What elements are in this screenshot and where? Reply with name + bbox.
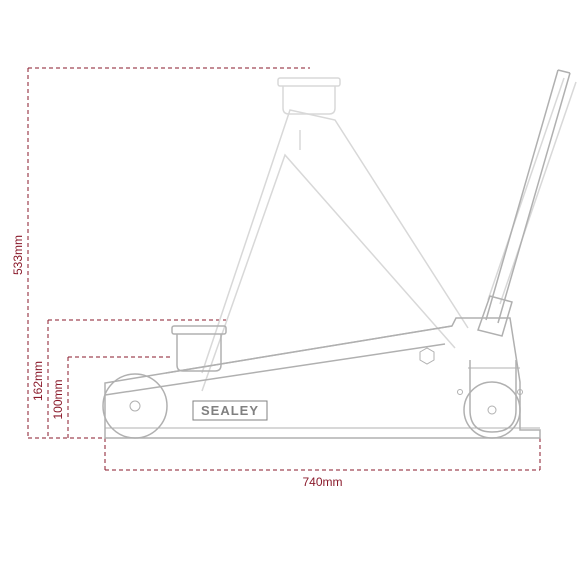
caster-fork bbox=[470, 360, 516, 432]
handle-1 bbox=[486, 70, 558, 320]
ghost-arm-bottom bbox=[202, 155, 455, 391]
ghost-arm-top bbox=[202, 110, 468, 373]
rear-caster-wheel bbox=[464, 382, 520, 438]
dim-label-width: 740mm bbox=[302, 475, 342, 489]
dim-label-total-height: 533mm bbox=[11, 235, 25, 275]
dim-label-mid-height: 162mm bbox=[31, 361, 45, 401]
ghost-handle-1 bbox=[488, 78, 564, 300]
ghost-handle-2 bbox=[500, 82, 576, 304]
dim-label-pad-height: 100mm bbox=[51, 379, 65, 419]
hex-bolt-icon bbox=[420, 348, 434, 364]
jack-body bbox=[105, 318, 540, 438]
handle-2 bbox=[498, 73, 570, 323]
ghost-saddle-top bbox=[278, 78, 340, 86]
handle-socket bbox=[478, 296, 512, 336]
brand-label: SEALEY bbox=[201, 403, 259, 418]
